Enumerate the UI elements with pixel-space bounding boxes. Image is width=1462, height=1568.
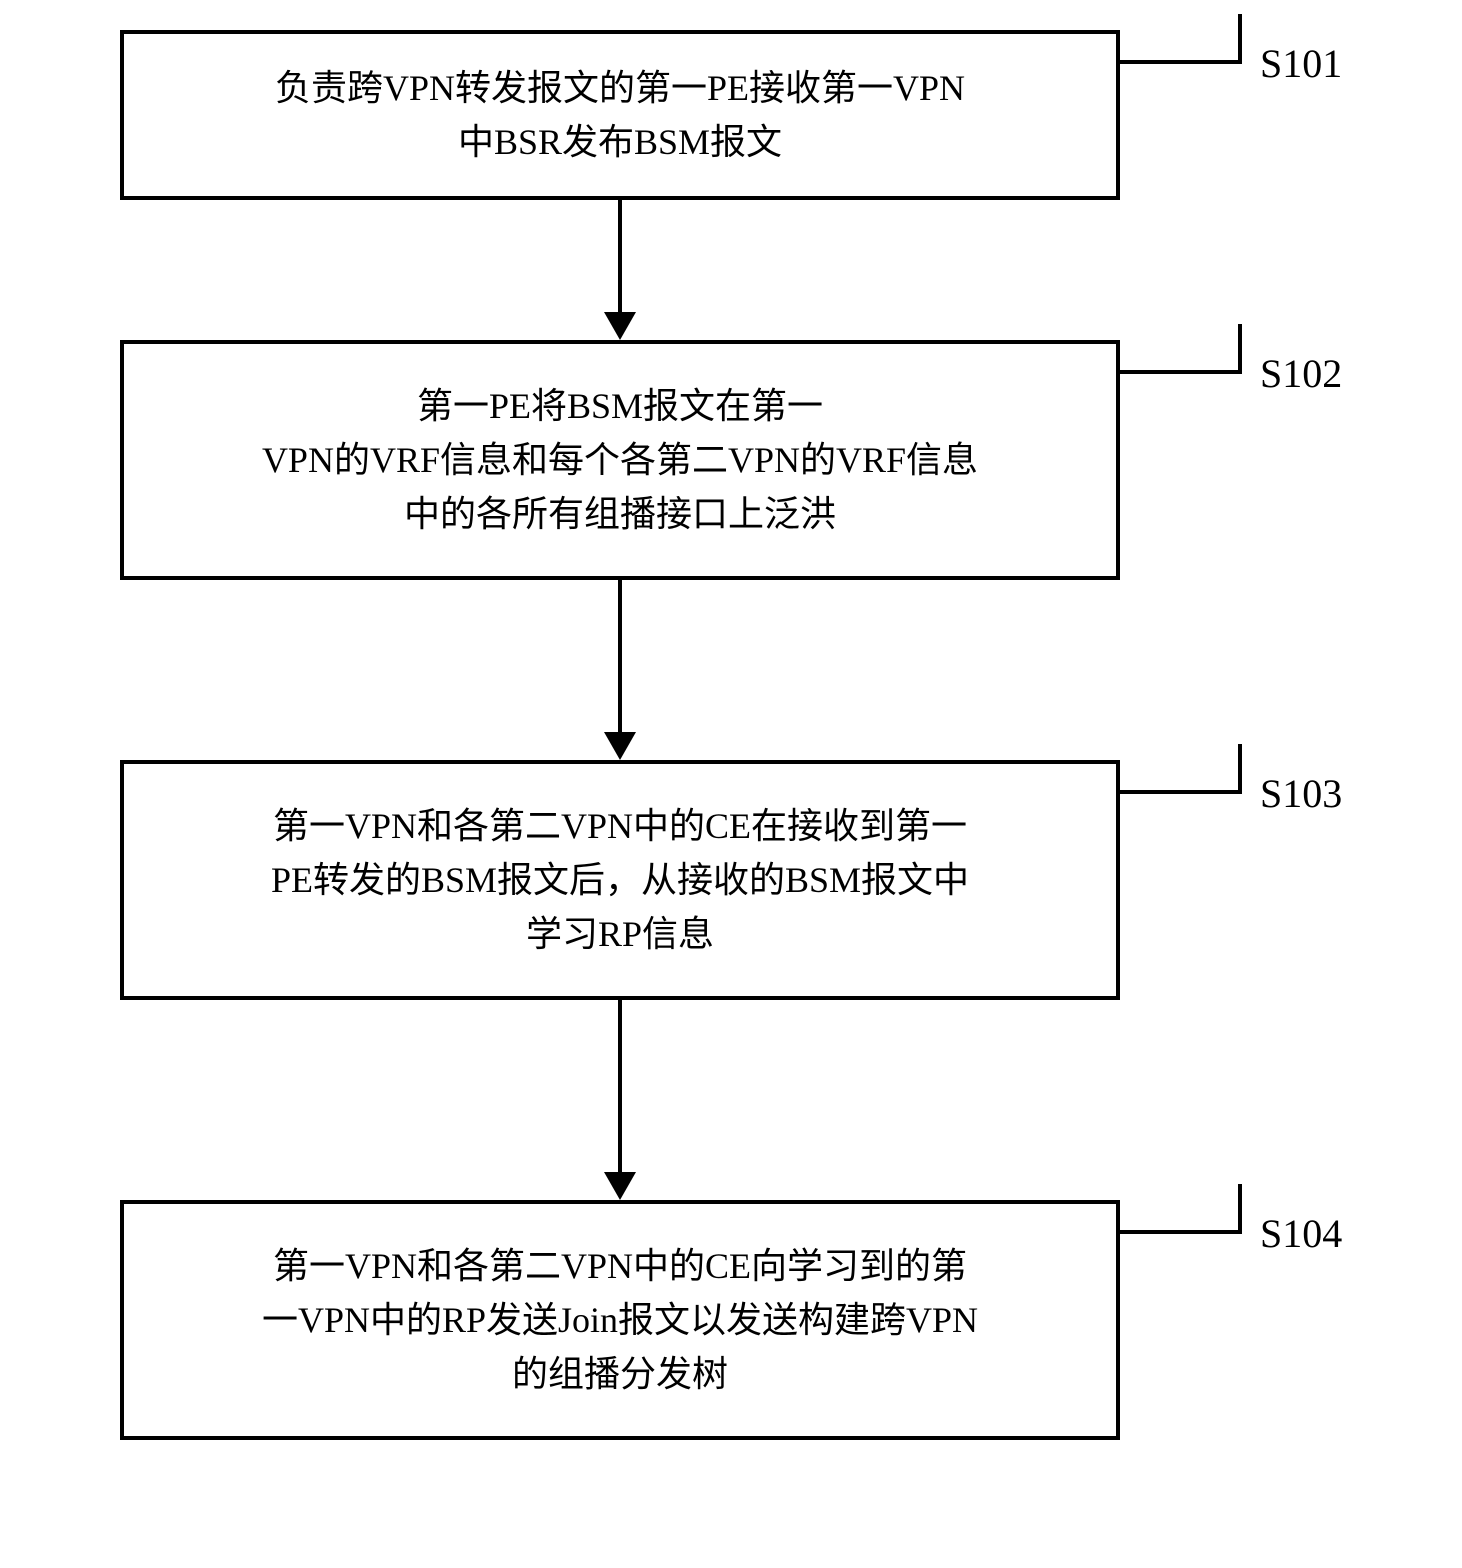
flowchart-node: 第一VPN和各第二VPN中的CE向学习到的第 一VPN中的RP发送Join报文以… xyxy=(120,1200,1120,1440)
callout-line xyxy=(1118,60,1238,64)
step-label: S102 xyxy=(1260,350,1342,397)
flowchart-container: 负责跨VPN转发报文的第一PE接收第一VPN 中BSR发布BSM报文 S101 … xyxy=(0,0,1462,1568)
flowchart-arrow xyxy=(604,580,636,760)
flowchart-arrow xyxy=(604,200,636,340)
callout-line xyxy=(1118,370,1238,374)
node-text: 负责跨VPN转发报文的第一PE接收第一VPN 中BSR发布BSM报文 xyxy=(275,61,965,169)
step-label: S103 xyxy=(1260,770,1342,817)
flowchart-node: 第一VPN和各第二VPN中的CE在接收到第一 PE转发的BSM报文后，从接收的B… xyxy=(120,760,1120,1000)
flowchart-node: 负责跨VPN转发报文的第一PE接收第一VPN 中BSR发布BSM报文 xyxy=(120,30,1120,200)
callout-line xyxy=(1118,790,1238,794)
callout-line xyxy=(1118,1230,1238,1234)
flowchart-arrow xyxy=(604,1000,636,1200)
flowchart-node: 第一PE将BSM报文在第一 VPN的VRF信息和每个各第二VPN的VRF信息 中… xyxy=(120,340,1120,580)
node-text: 第一PE将BSM报文在第一 VPN的VRF信息和每个各第二VPN的VRF信息 中… xyxy=(262,379,978,541)
node-text: 第一VPN和各第二VPN中的CE向学习到的第 一VPN中的RP发送Join报文以… xyxy=(262,1239,978,1401)
node-text: 第一VPN和各第二VPN中的CE在接收到第一 PE转发的BSM报文后，从接收的B… xyxy=(271,799,969,961)
step-label: S101 xyxy=(1260,40,1342,87)
step-label: S104 xyxy=(1260,1210,1342,1257)
